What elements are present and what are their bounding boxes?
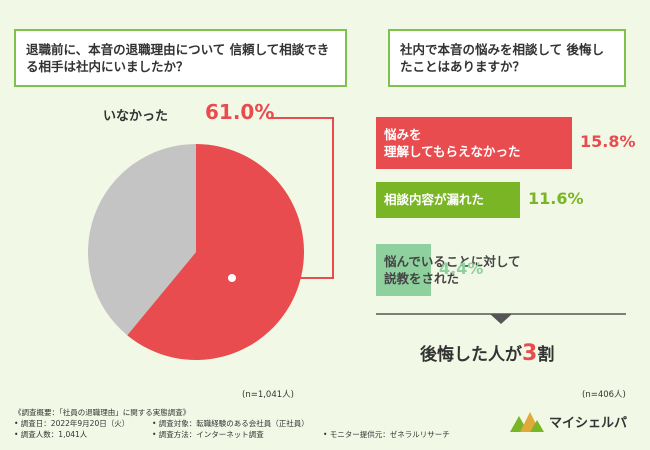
survey-footer: 《調査概要：「社員の退職理由」に関する実態調査》 • 調査日：2022年9月20… (14, 407, 309, 440)
footer-target: • 調査対象：転職経験のある会社員（正社員） (152, 419, 309, 428)
bar-value-1: 11.6% (528, 189, 584, 208)
mountain-logo-icon (510, 412, 544, 432)
pie-sample-size: (n=1,041人) (242, 390, 294, 400)
bar-value-0: 15.8% (580, 132, 636, 151)
pie-leader-dot (226, 272, 238, 284)
bar-sample-size: (n=406人) (582, 390, 626, 400)
question-2-box: 社内で本音の悩みを相談して 後悔したことはありますか？ (388, 29, 626, 87)
bar-label-2: 悩んでいることに対して 説教をされた (384, 254, 521, 286)
question-1-box: 退職前に、本音の退職理由について 信頼して相談できる相手は社内にいましたか？ (14, 29, 347, 87)
conclusion-number: 3 (522, 341, 538, 366)
logo-text: マイシェルパ (549, 415, 628, 431)
question-2-text: 社内で本音の悩みを相談して 後悔したことはありますか？ (400, 42, 604, 74)
bar-label-0: 悩みを 理解してもらえなかった (384, 127, 521, 159)
conclusion-text: 後悔した人が3割 (420, 340, 554, 366)
footer-method: • 調査方法：インターネット調査 (152, 430, 264, 439)
pie-slice-value: 61.0% (205, 100, 275, 124)
logo: マイシェルパ (510, 410, 627, 432)
conclusion-post: 割 (537, 345, 555, 365)
bar-value-2: 4.4% (439, 259, 484, 278)
footer-provider: • モニター提供元：ゼネラルリサーチ (323, 430, 450, 439)
bar-label-1: 相談内容が漏れた (384, 192, 485, 207)
pie-slice-label: いなかった (103, 109, 169, 124)
footer-date: • 調査日：2022年9月20日（火） (14, 419, 130, 428)
bar-1: 相談内容が漏れた (376, 182, 520, 218)
divider-arrow (376, 313, 626, 324)
pie-slice-0 (127, 144, 305, 360)
conclusion-pre: 後悔した人が (420, 345, 522, 365)
bar-2: 悩んでいることに対して 説教をされた (376, 244, 521, 296)
footer-title: 《調査概要：「社員の退職理由」に関する実態調査》 (14, 408, 191, 417)
pie-leader-line (232, 117, 334, 279)
bar-0: 悩みを 理解してもらえなかった (376, 117, 572, 169)
footer-count: • 調査人数：1,041人 (14, 430, 88, 439)
pie-slice-1 (87, 144, 196, 336)
question-1-text: 退職前に、本音の退職理由について 信頼して相談できる相手は社内にいましたか？ (26, 42, 330, 74)
